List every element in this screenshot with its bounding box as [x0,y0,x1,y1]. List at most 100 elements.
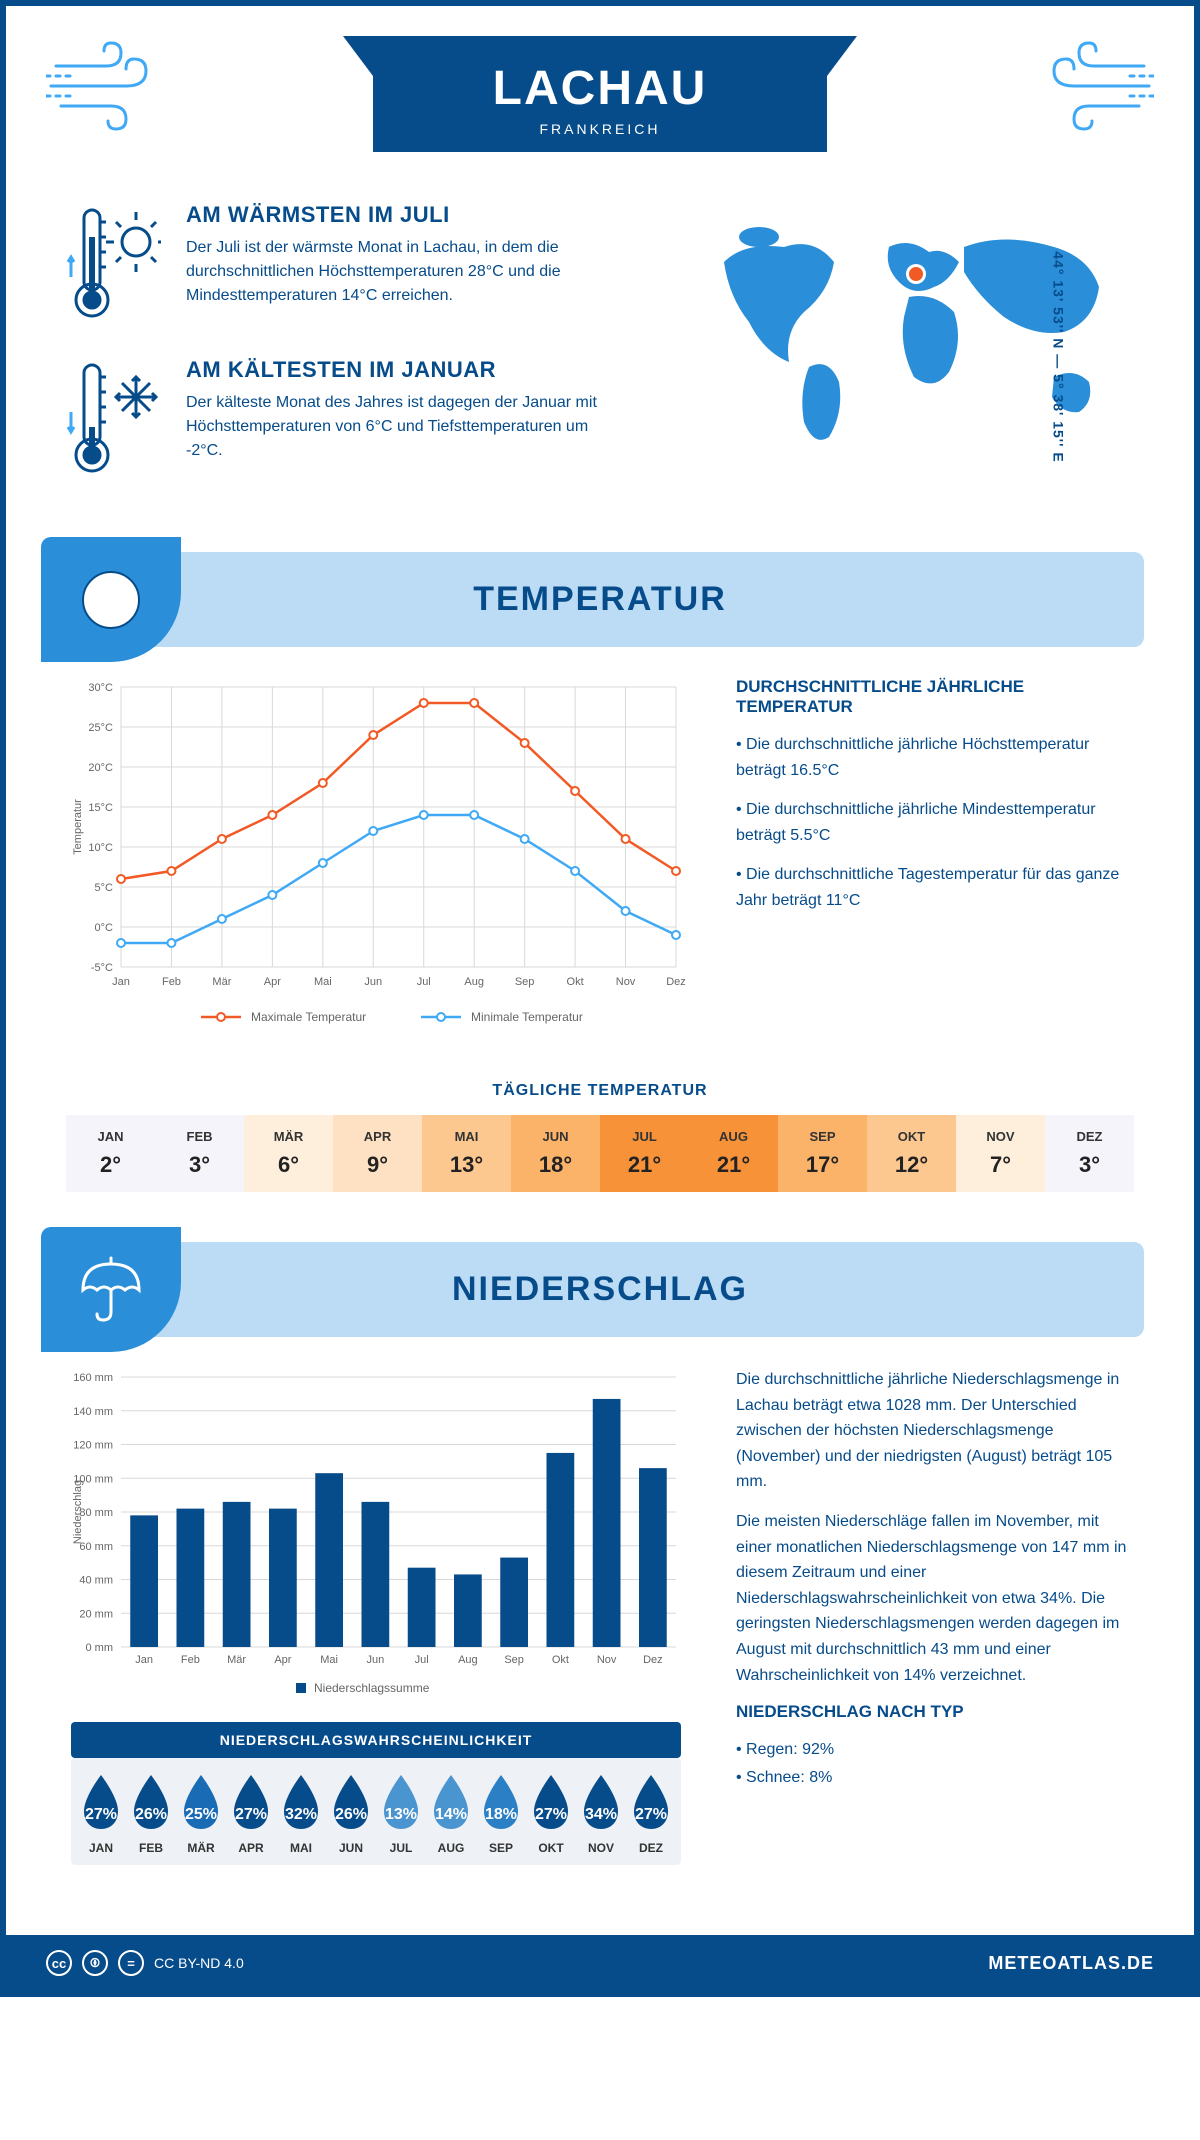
precip-chart-col: 0 mm20 mm40 mm60 mm80 mm100 mm120 mm140 … [66,1367,686,1865]
precip-type-heading: NIEDERSCHLAG NACH TYP [736,1702,1134,1722]
temp-summary: DURCHSCHNITTLICHE JÄHRLICHE TEMPERATUR •… [736,677,1134,1042]
svg-text:Maximale Temperatur: Maximale Temperatur [251,1010,366,1024]
daily-temp-table: JAN2° FEB3° MÄR6° APR9° MAI13° JUN18° JU… [66,1115,1134,1192]
coldest-fact: AM KÄLTESTEN IM JANUAR Der kälteste Mona… [66,357,654,477]
precip-drop: 26% FEB [126,1773,176,1855]
svg-text:80 mm: 80 mm [79,1507,113,1519]
temp-summary-heading: DURCHSCHNITTLICHE JÄHRLICHE TEMPERATUR [736,677,1134,717]
temp-cell: FEB3° [155,1115,244,1192]
svg-text:Apr: Apr [274,1654,291,1666]
temp-cell: MAI13° [422,1115,511,1192]
umbrella-icon [41,1227,181,1352]
temp-bullet: • Die durchschnittliche Tagestemperatur … [736,862,1134,913]
daily-temp-title: TÄGLICHE TEMPERATUR [6,1082,1194,1100]
coordinates: 44° 13' 53'' N — 5° 38' 15'' E [1050,251,1066,462]
precip-para: Die meisten Niederschläge fallen im Nove… [736,1509,1134,1688]
svg-text:Mai: Mai [320,1654,338,1666]
warmest-text: Der Juli ist der wärmste Monat in Lachau… [186,236,606,308]
license: cc 🅯 = CC BY-ND 4.0 [46,1950,244,1976]
svg-text:Dez: Dez [666,976,686,988]
svg-text:Sep: Sep [504,1654,524,1666]
svg-text:Sep: Sep [515,976,535,988]
map-column: 44° 13' 53'' N — 5° 38' 15'' E [694,202,1134,512]
precip-drop: 27% DEZ [626,1773,676,1855]
svg-text:15°C: 15°C [88,802,113,814]
section-header-precip: NIEDERSCHLAG [56,1242,1144,1337]
infographic-page: LACHAU FRANKREICH [0,0,1200,1997]
svg-text:Jan: Jan [135,1654,153,1666]
precip-drop: 27% APR [226,1773,276,1855]
svg-text:Mai: Mai [314,976,332,988]
svg-text:Mär: Mär [227,1654,246,1666]
svg-text:Nov: Nov [597,1654,617,1666]
temp-content: -5°C0°C5°C10°C15°C20°C25°C30°CJanFebMärA… [6,677,1194,1082]
section-header-temp: TEMPERATUR [56,552,1144,647]
svg-text:Niederschlag: Niederschlag [72,1480,84,1544]
svg-text:160 mm: 160 mm [73,1372,113,1384]
thermometer-cold-icon [66,357,161,477]
svg-text:5°C: 5°C [95,882,114,894]
temp-cell: JUN18° [511,1115,600,1192]
precip-type: • Regen: 92% [736,1737,1134,1763]
temp-cell: MÄR6° [244,1115,333,1192]
svg-text:60 mm: 60 mm [79,1541,113,1553]
svg-text:Okt: Okt [552,1654,569,1666]
sun-icon [41,537,181,662]
location-title: LACHAU [493,61,708,116]
coldest-title: AM KÄLTESTEN IM JANUAR [186,357,606,383]
svg-text:Aug: Aug [464,976,484,988]
svg-text:Aug: Aug [458,1654,478,1666]
temp-cell: APR9° [333,1115,422,1192]
temp-cell: JAN2° [66,1115,155,1192]
facts-column: AM WÄRMSTEN IM JULI Der Juli ist der wär… [66,202,654,512]
temp-cell: AUG21° [689,1115,778,1192]
svg-text:Nov: Nov [616,976,636,988]
svg-text:Dez: Dez [643,1654,663,1666]
svg-text:Jan: Jan [112,976,130,988]
svg-text:20°C: 20°C [88,762,113,774]
svg-text:Okt: Okt [567,976,584,988]
cc-icon: cc [46,1950,72,1976]
precip-drop: 26% JUN [326,1773,376,1855]
svg-text:Jun: Jun [364,976,382,988]
precip-drop: 34% NOV [576,1773,626,1855]
svg-text:Feb: Feb [181,1654,200,1666]
thermometer-hot-icon [66,202,161,322]
svg-text:120 mm: 120 mm [73,1440,113,1452]
country-subtitle: FRANKREICH [493,121,708,137]
world-map-icon [694,202,1134,462]
svg-text:Mär: Mär [212,976,231,988]
intro-section: AM WÄRMSTEN IM JULI Der Juli ist der wär… [6,202,1194,552]
temp-cell: JUL21° [600,1115,689,1192]
svg-text:Minimale Temperatur: Minimale Temperatur [471,1010,583,1024]
svg-text:Niederschlagssumme: Niederschlagssumme [314,1681,430,1695]
svg-text:30°C: 30°C [88,682,113,694]
svg-text:-5°C: -5°C [91,962,113,974]
warmest-title: AM WÄRMSTEN IM JULI [186,202,606,228]
temp-cell: OKT12° [867,1115,956,1192]
section-title: TEMPERATUR [473,580,727,619]
precip-prob-table: 27% JAN 26% FEB 25% MÄR 27% APR 32% [71,1758,681,1865]
temp-cell: DEZ3° [1045,1115,1134,1192]
svg-text:Jul: Jul [415,1654,429,1666]
precip-type: • Schnee: 8% [736,1765,1134,1791]
svg-text:10°C: 10°C [88,842,113,854]
precip-content: 0 mm20 mm40 mm60 mm80 mm100 mm120 mm140 … [6,1367,1194,1905]
svg-text:140 mm: 140 mm [73,1406,113,1418]
temp-cell: SEP17° [778,1115,867,1192]
precip-drop: 27% OKT [526,1773,576,1855]
temp-chart: -5°C0°C5°C10°C15°C20°C25°C30°CJanFebMärA… [66,677,686,1042]
precip-drop: 27% JAN [76,1773,126,1855]
svg-text:Jul: Jul [417,976,431,988]
temp-cell: NOV7° [956,1115,1045,1192]
svg-text:0 mm: 0 mm [86,1642,114,1654]
svg-text:20 mm: 20 mm [79,1608,113,1620]
by-icon: 🅯 [82,1950,108,1976]
temp-bullet: • Die durchschnittliche jährliche Mindes… [736,797,1134,848]
nd-icon: = [118,1950,144,1976]
svg-text:40 mm: 40 mm [79,1575,113,1587]
svg-text:Feb: Feb [162,976,181,988]
precip-para: Die durchschnittliche jährliche Niedersc… [736,1367,1134,1495]
wind-icon [46,41,166,131]
svg-text:Jun: Jun [367,1654,385,1666]
